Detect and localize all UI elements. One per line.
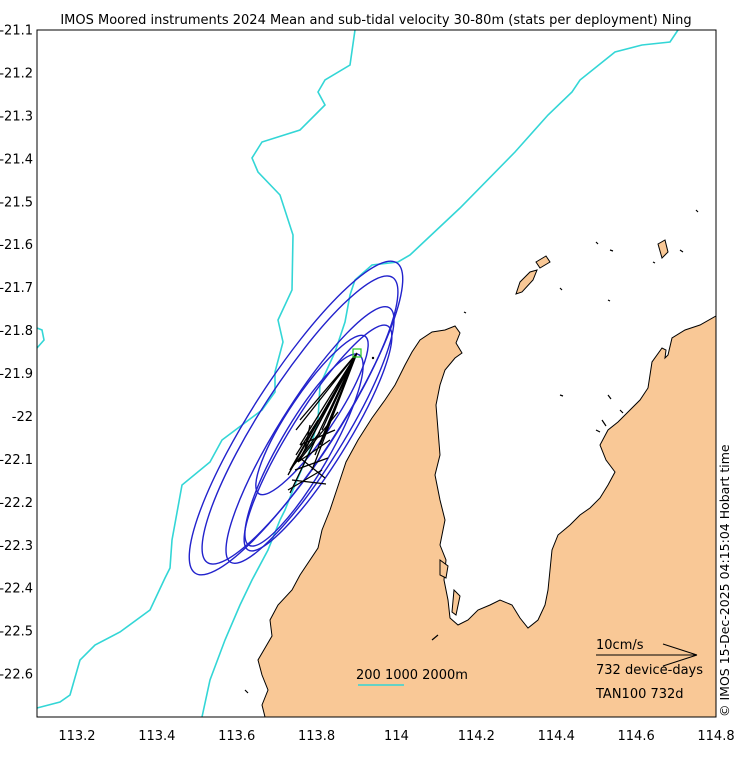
ellipse-3 xyxy=(225,305,395,565)
device-days-label: 732 device-days xyxy=(596,663,703,678)
y-tick-label: -21.7 xyxy=(0,281,33,296)
y-tick-label: -22 xyxy=(12,410,33,425)
site-marker-tan100 xyxy=(352,348,362,358)
island-dots xyxy=(244,209,699,694)
depth-legend-label: 200 1000 2000m xyxy=(356,668,468,683)
ellipse-2 xyxy=(201,275,399,565)
velocity-scale-legend: 10cm/s 732 device-days TAN100 732d xyxy=(595,638,703,702)
x-tick-label: 114 xyxy=(384,729,409,744)
map-title: IMOS Moored instruments 2024 Mean and su… xyxy=(60,13,691,28)
y-tick-label: -22.4 xyxy=(0,582,33,597)
x-tick-label: 114.6 xyxy=(618,729,655,744)
vector-bundle xyxy=(287,352,358,494)
vector-spokes xyxy=(287,411,339,491)
land-mainland xyxy=(257,315,717,718)
y-tick-label: -21.8 xyxy=(0,324,33,339)
y-tick-label: -21.4 xyxy=(0,152,33,167)
credit-label: © IMOS 15-Dec-2025 04:15:04 Hobart time xyxy=(717,444,732,717)
x-tick-label: 113.8 xyxy=(298,729,335,744)
scale-label: 10cm/s xyxy=(596,638,644,653)
island-4 xyxy=(451,588,461,616)
ellipse-4 xyxy=(243,324,393,552)
island-2 xyxy=(535,255,551,269)
velocity-ellipses xyxy=(188,260,404,576)
site-dot xyxy=(371,356,375,360)
y-tick-label: -22.6 xyxy=(0,668,33,683)
x-tick-label: 113.6 xyxy=(218,729,255,744)
x-tick-label: 114.2 xyxy=(458,729,495,744)
y-tick-label: -22.3 xyxy=(0,539,33,554)
scale-arrow xyxy=(596,643,698,667)
x-tick-label: 114.8 xyxy=(697,729,734,744)
y-tick-label: -21.5 xyxy=(0,195,33,210)
plot-frame xyxy=(36,29,717,718)
isobath-1000m xyxy=(201,29,679,718)
x-tick-label: 113.4 xyxy=(138,729,175,744)
island-3 xyxy=(657,239,669,259)
velocity-vectors xyxy=(287,352,358,494)
y-axis: -21.1 -21.2 -21.3 -21.4 -21.5 -21.6 -21.7 -21.8… xyxy=(0,24,33,683)
y-tick-label: -21.9 xyxy=(0,367,33,382)
x-tick-label: 114.4 xyxy=(538,729,575,744)
isobath-coastal xyxy=(36,327,45,349)
y-tick-label: -21.6 xyxy=(0,238,33,253)
island-5 xyxy=(439,559,449,579)
y-tick-label: -22.1 xyxy=(0,453,33,468)
y-tick-label: -22.5 xyxy=(0,625,33,640)
y-tick-label: -21.3 xyxy=(0,109,33,124)
site-label: TAN100 732d xyxy=(595,687,684,702)
y-tick-label: -21.2 xyxy=(0,66,33,81)
isobath-2000m xyxy=(36,29,356,709)
y-tick-label: -21.1 xyxy=(0,24,33,39)
ellipse-5 xyxy=(244,353,364,547)
x-axis: 113.2 113.4 113.6 113.8 114 114.2 114.4 114.6 11… xyxy=(58,729,734,744)
x-tick-label: 113.2 xyxy=(58,729,95,744)
y-tick-label: -22.2 xyxy=(0,496,33,511)
plot-area: 200 1000 2000m 10cm/s 732 device-days TA… xyxy=(36,29,717,718)
island-1 xyxy=(515,269,538,295)
ellipse-6 xyxy=(255,334,369,496)
isobaths xyxy=(36,29,679,718)
depth-legend: 200 1000 2000m xyxy=(356,668,468,686)
